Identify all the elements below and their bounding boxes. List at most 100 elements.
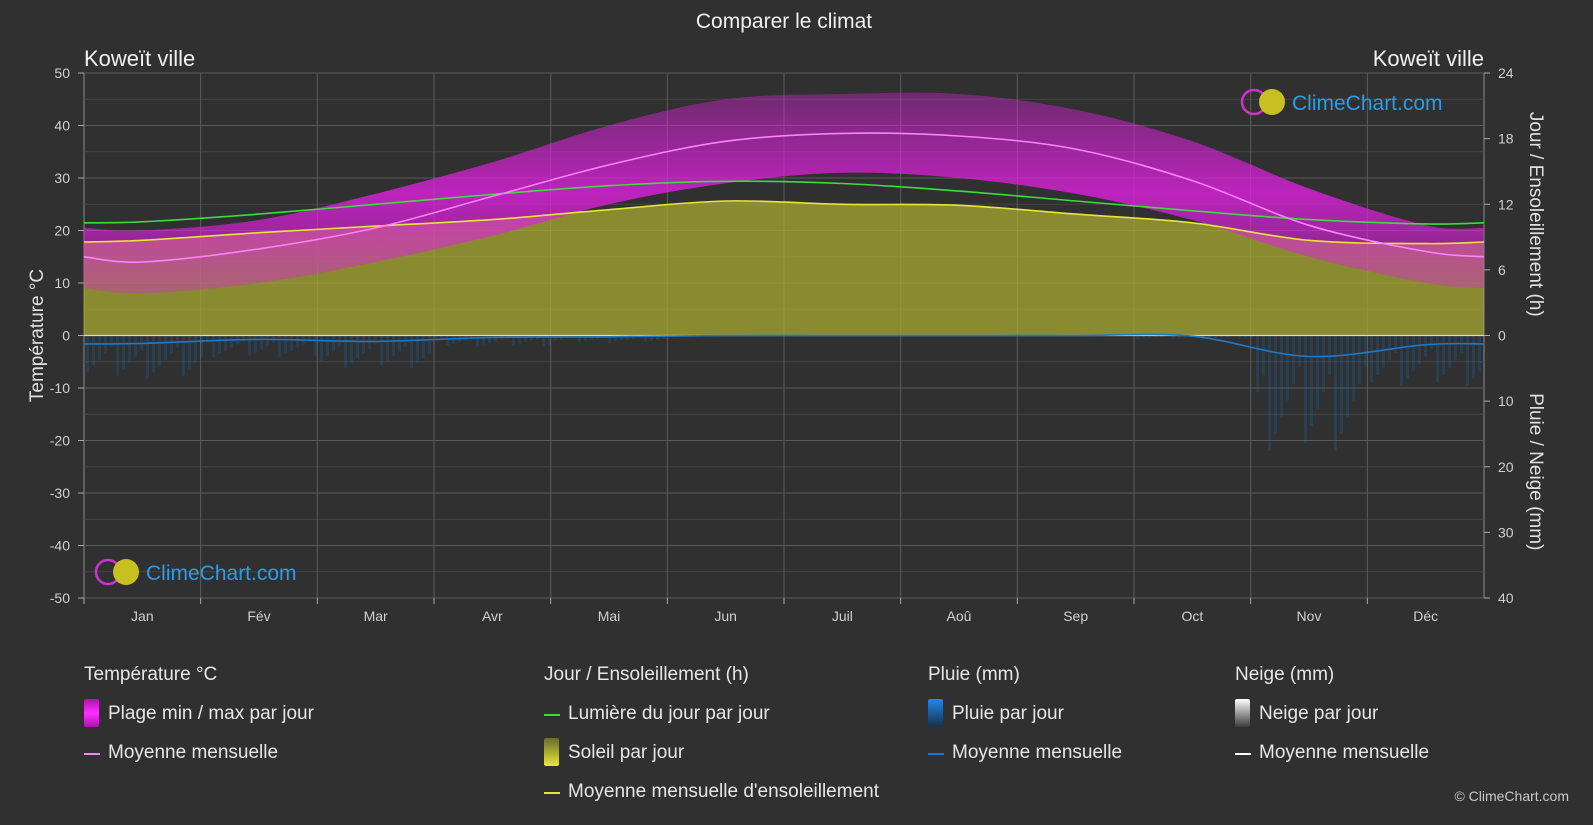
sunshine-swatch — [544, 738, 559, 766]
rain-bar — [260, 335, 263, 350]
rain-bar — [1358, 335, 1361, 384]
temp-tick-label: -40 — [50, 538, 70, 554]
month-label: Avr — [482, 608, 503, 624]
rain-bar — [1244, 335, 1247, 339]
legend-rain-mean: Moyenne mensuelle — [952, 742, 1123, 763]
rain-bar — [188, 335, 191, 370]
month-label: Oct — [1181, 608, 1203, 624]
legend-rain: Pluie (mm) Pluie par jour Moyenne mensue… — [928, 664, 1122, 781]
rain-bar — [410, 335, 413, 368]
legend-snow-title: Neige (mm) — [1235, 664, 1335, 685]
rain-bar — [1292, 335, 1295, 384]
rain-bar — [1472, 335, 1475, 379]
rain-bar — [254, 335, 257, 353]
sunshine-mean-line — [83, 200, 1485, 245]
temp-tick-label: 10 — [54, 275, 70, 291]
rain-bar — [662, 335, 665, 340]
rain-bar — [1226, 335, 1229, 338]
rain-bar — [290, 335, 293, 351]
rain-bar — [452, 335, 455, 344]
rain-bar — [1364, 335, 1367, 367]
rain-bar — [428, 335, 431, 354]
rain-bar — [1418, 335, 1421, 364]
legend-sunshine: Soleil par jour — [568, 742, 685, 763]
hours-tick-label: 24 — [1498, 65, 1514, 81]
rain-bar — [1346, 335, 1349, 418]
temp-tick-label: 50 — [54, 65, 70, 81]
rain-bar — [1208, 335, 1211, 339]
precip-tick-label: 10 — [1498, 393, 1514, 409]
rain-bar — [170, 335, 173, 354]
rain-bar — [1340, 335, 1343, 435]
rain-bar — [548, 335, 551, 345]
month-label: Juil — [832, 608, 853, 624]
rain-bar — [1136, 335, 1139, 340]
rain-bar — [194, 335, 197, 364]
rain-mean-swatch — [928, 753, 944, 755]
rain-bar — [1376, 335, 1379, 376]
rain-bar — [386, 335, 389, 361]
rain-bar — [200, 335, 203, 357]
legend-temp-range: Plage min / max par jour — [108, 703, 314, 724]
rain-bar — [476, 335, 479, 347]
rain-bar — [1316, 335, 1319, 409]
month-label: Mai — [598, 608, 621, 624]
rain-bar — [1160, 335, 1163, 338]
month-label: Mar — [364, 608, 388, 624]
rain-bar — [356, 335, 359, 359]
month-label: Déc — [1413, 608, 1438, 624]
legend-sun-title: Jour / Ensoleillement (h) — [544, 664, 749, 685]
rain-bar — [1436, 335, 1439, 383]
rain-bar — [1448, 335, 1451, 368]
rain-bar — [1382, 335, 1385, 368]
rain-bar — [122, 335, 125, 370]
sunshine-mean-swatch — [544, 792, 560, 794]
legend-sun: Jour / Ensoleillement (h) Lumière du jou… — [544, 664, 879, 820]
rain-bar — [1286, 335, 1289, 401]
rain-bar — [524, 335, 527, 343]
rain-bar — [152, 335, 155, 373]
watermark-bottom: ClimeChart.com — [94, 558, 297, 586]
rain-bar — [1268, 335, 1271, 451]
rain-bar — [1370, 335, 1373, 383]
rain-bar — [266, 335, 269, 347]
temp-tick-label: -20 — [50, 433, 70, 449]
rain-bar — [158, 335, 161, 367]
logo-sun-icon — [1259, 89, 1285, 115]
rain-bar — [620, 335, 623, 341]
temp-tick-label: -10 — [50, 380, 70, 396]
snow-mean-swatch — [1235, 753, 1251, 755]
rain-bar — [284, 335, 287, 355]
daylight-line — [83, 180, 1485, 225]
rain-bar — [434, 335, 437, 341]
rain-bar — [98, 335, 101, 360]
hours-tick-label: 0 — [1498, 328, 1506, 344]
temp-tick-label: 30 — [54, 170, 70, 186]
rain-bar — [374, 335, 377, 345]
rain-bar — [296, 335, 299, 348]
month-label: Jan — [131, 608, 154, 624]
chart-title: Comparer le climat — [695, 10, 873, 33]
rain-bar — [332, 335, 335, 352]
hours-tick-label: 18 — [1498, 131, 1514, 147]
legend-rain-daily: Pluie par jour — [952, 703, 1064, 724]
rain-bar — [392, 335, 395, 357]
legend-snow: Neige (mm) Neige par jour Moyenne mensue… — [1235, 664, 1429, 781]
rain-bar — [1322, 335, 1325, 393]
rain-bar — [206, 335, 209, 343]
rain-bar — [488, 335, 491, 344]
rain-bar — [212, 335, 215, 358]
rain-bar — [644, 335, 647, 343]
month-label: Sep — [1063, 608, 1088, 624]
right-top-axis-title: Jour / Ensoleillement (h) — [1525, 112, 1546, 317]
hours-tick-label: 12 — [1498, 196, 1514, 212]
rain-bar — [1154, 335, 1157, 338]
city-right-label: Koweït ville — [1372, 46, 1484, 71]
legend-daylight: Lumière du jour par jour — [568, 703, 770, 724]
rain-bar — [1238, 335, 1241, 339]
rain-bar — [518, 335, 521, 344]
rain-bar — [230, 335, 233, 348]
legend-snow-mean: Moyenne mensuelle — [1259, 742, 1430, 763]
rain-bar — [86, 335, 89, 373]
rain-bar — [350, 335, 353, 364]
